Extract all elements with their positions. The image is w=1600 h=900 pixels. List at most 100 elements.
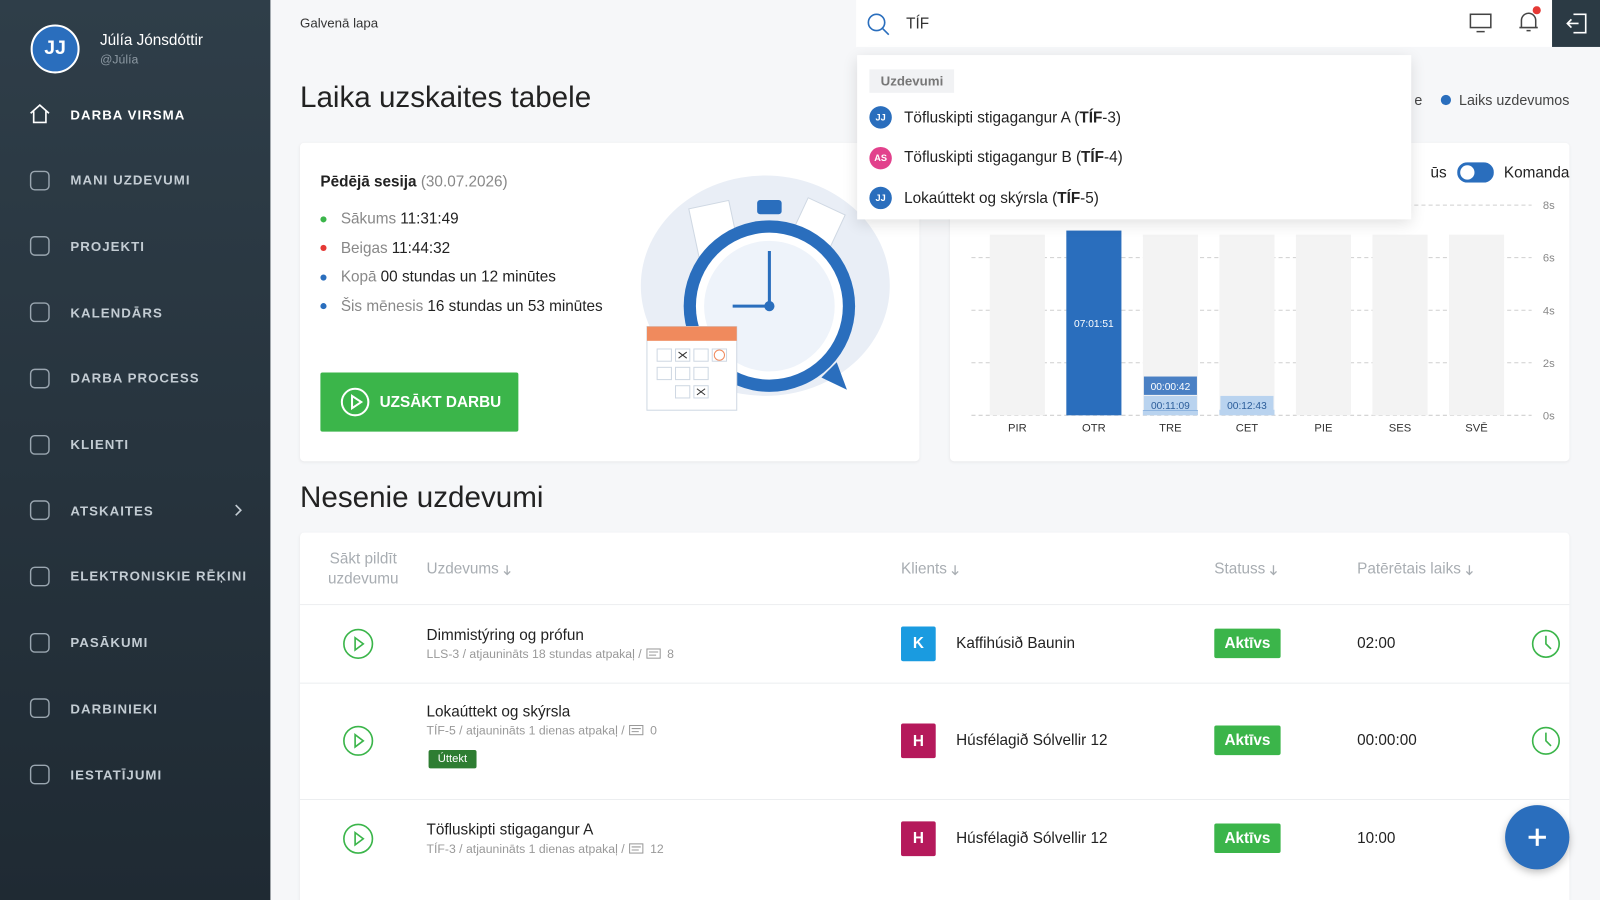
meta-text: TÍF-3 / atjaunināts 1 dienas atpakaļ / xyxy=(426,841,625,856)
illustration xyxy=(640,175,890,411)
x-tick-label: CET xyxy=(1236,423,1259,435)
monitor-icon[interactable] xyxy=(1468,12,1492,34)
add-button[interactable] xyxy=(1505,805,1570,870)
header-label: Uzdevums xyxy=(426,560,499,578)
play-button[interactable] xyxy=(342,822,375,855)
timer-button[interactable] xyxy=(1531,628,1562,659)
search-result[interactable]: JJ Töfluskipti stigagangur A (TÍF -3) xyxy=(869,106,1121,129)
result-text: Lokaúttekt og skýrsla ( xyxy=(904,189,1058,207)
nav-label: DARBA PROCESS xyxy=(70,370,200,387)
value-label: 07:01:51 xyxy=(1074,319,1114,330)
comment-count: 0 xyxy=(650,723,657,738)
search-group: Uzdevumi xyxy=(869,69,955,93)
x-tick-label: PIE xyxy=(1314,423,1332,435)
column-bg xyxy=(1372,234,1428,416)
nav-item[interactable]: KALENDĀRS xyxy=(0,292,270,333)
session-label: Beigas xyxy=(340,239,388,257)
column-header[interactable]: Statuss xyxy=(1214,559,1278,579)
task-name[interactable]: Dimmistýring og prófun xyxy=(426,626,584,644)
row-divider xyxy=(299,798,1570,800)
sort-icon xyxy=(1465,564,1473,575)
session-item: Beigas 11:44:32 xyxy=(320,239,451,257)
nav-label: ATSKAITES xyxy=(70,502,154,519)
recent-table: Sākt pildīt uzdevumu Uzdevums Klients Statu… xyxy=(299,532,1570,900)
logout-button[interactable] xyxy=(1552,0,1600,47)
avatar[interactable]: JJ xyxy=(30,24,80,74)
value-label-bg xyxy=(1220,395,1274,415)
bullet xyxy=(320,303,327,310)
nav-icon xyxy=(29,368,50,389)
nav-icon xyxy=(29,698,50,719)
client-name: Kaffihúsið Baunin xyxy=(956,634,1075,652)
nav-label: DARBINIEKI xyxy=(70,700,159,717)
play-button[interactable] xyxy=(342,724,375,757)
search-result[interactable]: JJ Lokaúttekt og skýrsla (TÍF -5) xyxy=(869,186,1099,210)
timer-button[interactable] xyxy=(1531,726,1562,757)
session-value: 00 stundas un 12 minūtes xyxy=(380,268,556,286)
nav-item[interactable]: ELEKTRONISKIE RĒĶINI xyxy=(0,556,270,597)
nav-item[interactable]: DARBA PROCESS xyxy=(0,358,270,399)
nav-label: MANI UZDEVUMI xyxy=(70,172,191,188)
y-tick-label: 2s xyxy=(1543,358,1555,370)
add-icon xyxy=(1528,828,1546,846)
time-spent: 10:00 xyxy=(1357,829,1396,847)
session-item: Kopā 00 stundas un 12 minūtes xyxy=(320,268,556,286)
toggle: ūs Komanda xyxy=(1431,162,1569,183)
column-header[interactable]: Patērētais laiks xyxy=(1357,559,1474,579)
status-badge: Aktīvs xyxy=(1214,628,1281,658)
search-dropdown: Uzdevumi JJ Töfluskipti stigagangur A (TÍ… xyxy=(857,55,1412,220)
status-badge: Aktīvs xyxy=(1214,822,1281,853)
client-badge: K xyxy=(901,626,936,661)
session-value: 11:44:32 xyxy=(391,239,451,257)
nav-item[interactable]: ATSKAITES xyxy=(0,490,270,531)
nav-item[interactable]: MANI UZDEVUMI xyxy=(0,160,270,201)
start-button[interactable]: UZSĀKT DARBU xyxy=(320,372,519,432)
x-tick-label: PIR xyxy=(1008,423,1027,435)
y-tick-label: 0s xyxy=(1543,410,1555,422)
search-input[interactable]: TÍF xyxy=(906,15,930,33)
result-avatar: AS xyxy=(869,146,892,169)
bell-icon[interactable] xyxy=(1516,6,1543,35)
nav-item[interactable]: DARBA VIRSMA xyxy=(0,94,270,135)
play-button[interactable] xyxy=(342,627,375,660)
toggle-switch[interactable] xyxy=(1456,162,1494,183)
start-button-label: UZSĀKT DARBU xyxy=(379,393,502,411)
value-label: 00:00:42 xyxy=(1151,382,1191,393)
bullet xyxy=(320,273,327,281)
legend: e Laiks uzdevumos xyxy=(1395,92,1569,108)
result-text: TÍF xyxy=(1057,189,1081,207)
client-name: Húsfélagið Sólvellir 12 xyxy=(956,731,1108,749)
y-tick-label: 6s xyxy=(1543,253,1555,265)
comment-icon xyxy=(629,724,644,736)
nav-label: IESTATĪJUMI xyxy=(70,766,163,783)
task-meta: LLS-3 / atjaunināts 18 stundas atpakaļ /… xyxy=(427,646,674,660)
result-text: Töfluskipti stigagangur B ( xyxy=(904,148,1082,167)
search-result[interactable]: AS Töfluskipti stigagangur B (TÍF -4) xyxy=(869,146,1123,169)
session-item: Sākums 11:31:49 xyxy=(320,210,459,228)
column-header[interactable]: Klients xyxy=(901,559,960,579)
bullet xyxy=(320,244,327,252)
legend-item[interactable]: Laiks uzdevumos xyxy=(1440,92,1569,108)
nav-label: DARBA VIRSMA xyxy=(70,106,186,122)
nav-icon xyxy=(29,566,50,587)
nav-item[interactable]: PROJEKTI xyxy=(0,226,270,267)
x-tick-label: SVĒ xyxy=(1465,423,1487,435)
sort-icon xyxy=(1269,564,1278,575)
session-heading: Pēdējā sesija (30.07.2026) xyxy=(320,173,507,190)
nav-item[interactable]: DARBINIEKI xyxy=(0,688,270,729)
task-name[interactable]: Lokaúttekt og skýrsla xyxy=(426,703,571,721)
task-name[interactable]: Töfluskipti stigagangur A xyxy=(426,820,594,839)
nav-item[interactable]: PASĀKUMI xyxy=(0,622,270,663)
nav-icon xyxy=(29,764,50,785)
result-text: TÍF xyxy=(1081,148,1105,167)
header-label: Patērētais laiks xyxy=(1357,560,1461,578)
session-label: Sākums xyxy=(340,210,397,228)
nav-icon xyxy=(29,170,50,191)
task-tag: Úttekt xyxy=(428,749,477,769)
header-label: Sākt pildīt uzdevumu xyxy=(327,549,399,588)
breadcrumb[interactable]: Galvenā lapa xyxy=(299,15,379,31)
column-header[interactable]: Uzdevums xyxy=(427,559,513,579)
nav-item[interactable]: IESTATĪJUMI xyxy=(0,754,270,795)
client-badge: H xyxy=(901,723,936,759)
nav-item[interactable]: KLIENTI xyxy=(0,424,270,465)
